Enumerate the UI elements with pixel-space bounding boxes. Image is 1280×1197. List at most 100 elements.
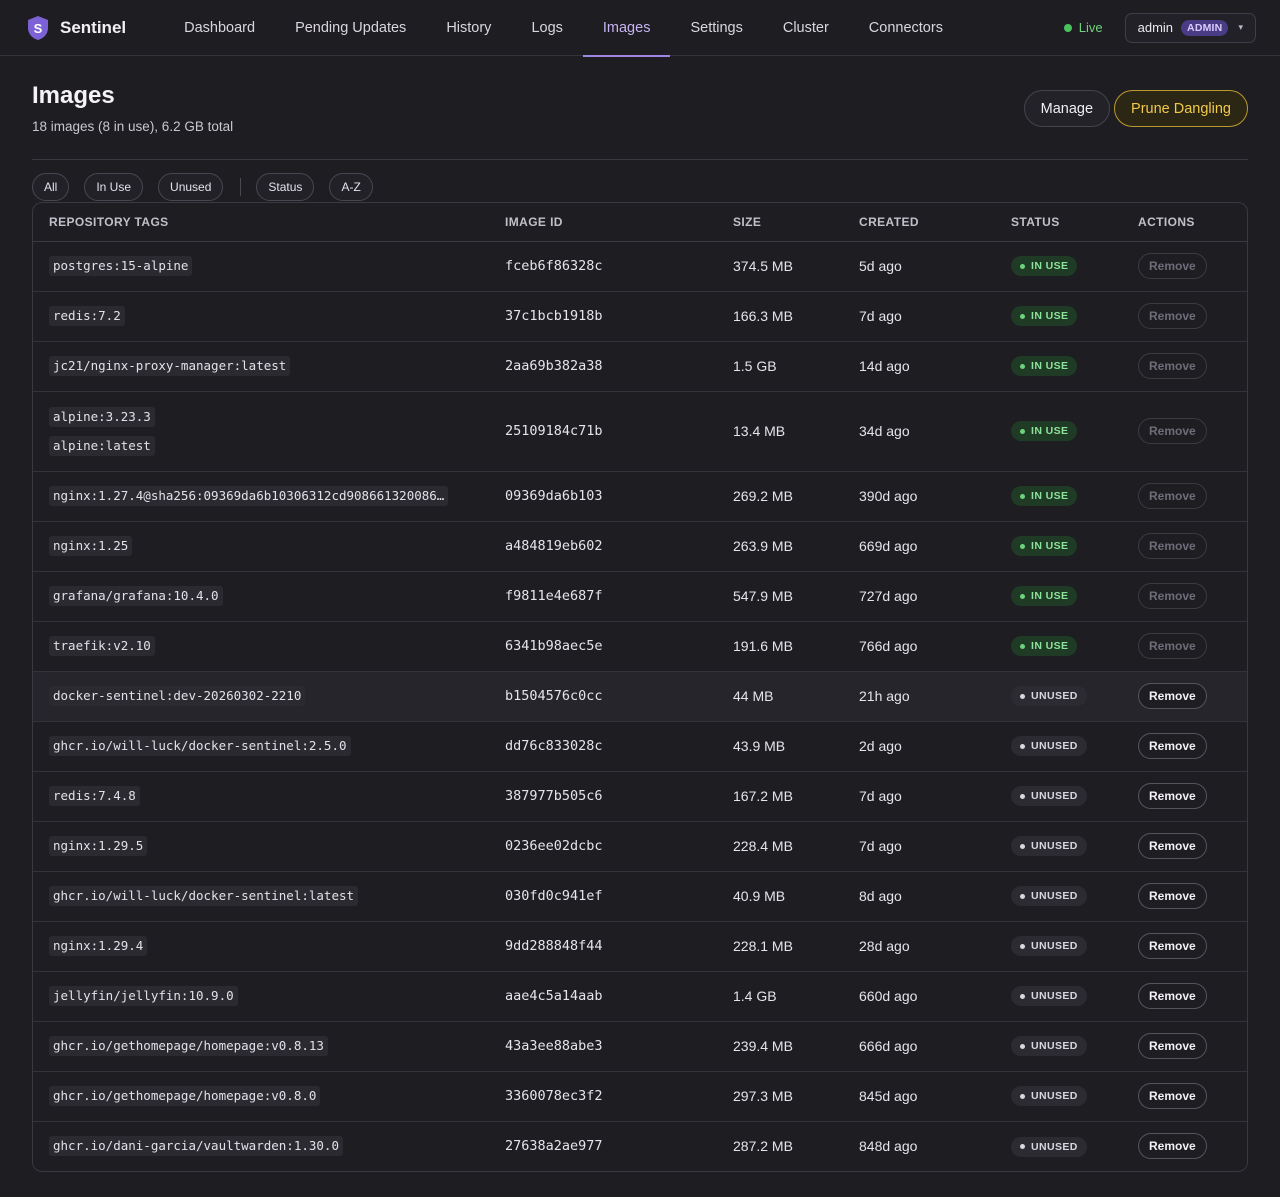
remove-button: Remove [1138,303,1207,329]
image-id-cell: fceb6f86328c [489,241,717,292]
nav-dashboard[interactable]: Dashboard [184,19,256,36]
remove-button[interactable]: Remove [1138,783,1207,809]
status-dot-icon [1020,943,1025,949]
nav-pending-updates[interactable]: Pending Updates [295,19,407,36]
created-cell: 2d ago [843,721,995,772]
image-tag: nginx:1.27.4@sha256:09369da6b10306312cd9… [49,486,449,506]
remove-button: Remove [1138,533,1207,559]
user-name: admin [1137,20,1174,35]
image-id-cell: 387977b505c6 [489,771,717,822]
image-tag: alpine:3.23.3 [49,406,155,427]
status-dot-icon [1020,643,1025,649]
status-dot-icon [1020,743,1025,749]
status-label: IN USE [1031,640,1069,653]
image-tag: alpine:latest [49,435,155,456]
status-cell: IN USE [995,291,1122,342]
table-row: jc21/nginx-proxy-manager:latest 2aa69b382… [33,341,1247,392]
actions-cell: Remove [1122,921,1247,972]
remove-button[interactable]: Remove [1138,1083,1207,1109]
sentinel-shield-logo-icon: S [28,15,48,40]
image-tag: grafana/grafana:10.4.0 [49,586,223,606]
main-nav: Dashboard Pending Updates History Logs I… [164,0,963,57]
table-row: ghcr.io/will-luck/docker-sentinel:2.5.0 d… [33,721,1247,772]
status-label: IN USE [1031,590,1069,603]
created-cell: 766d ago [843,621,995,672]
sort-status[interactable]: Status [256,173,315,201]
table-row: redis:7.4.8 387977b505c6 167.2 MB 7d ago UNU… [33,771,1247,822]
status-cell: UNUSED [995,821,1122,872]
status-badge: IN USE [1011,486,1078,507]
status-label: UNUSED [1031,940,1078,953]
page-header: Images 18 images (8 in use), 6.2 GB tota… [32,56,1248,160]
status-dot-icon [1020,793,1025,799]
user-menu-button[interactable]: admin ADMIN ▾ [1124,12,1256,43]
nav-logs[interactable]: Logs [531,19,563,36]
repository-tags-cell: alpine:3.23.3 alpine:latest [33,391,489,472]
image-id-cell: 25109184c71b [489,391,717,472]
table-row: ghcr.io/gethomepage/homepage:v0.8.0 33600… [33,1071,1247,1122]
main-content: Images 18 images (8 in use), 6.2 GB tota… [0,56,1280,1172]
remove-button[interactable]: Remove [1138,733,1207,759]
remove-button[interactable]: Remove [1138,983,1207,1009]
repository-tags-cell: traefik:v2.10 [33,621,489,672]
actions-cell: Remove [1122,571,1247,622]
created-cell: 845d ago [843,1071,995,1122]
repository-tags-cell: grafana/grafana:10.4.0 [33,571,489,622]
status-cell: UNUSED [995,1021,1122,1072]
status-label: UNUSED [1031,890,1078,903]
nav-history[interactable]: History [446,19,492,36]
created-cell: 34d ago [843,391,995,472]
status-badge: UNUSED [1011,936,1087,957]
actions-cell: Remove [1122,671,1247,722]
nav-connectors[interactable]: Connectors [868,19,943,36]
status-badge: IN USE [1011,636,1078,657]
filter-all[interactable]: All [32,173,70,201]
actions-cell: Remove [1122,871,1247,922]
remove-button[interactable]: Remove [1138,1133,1207,1160]
status-label: UNUSED [1031,740,1078,753]
images-table: REPOSITORY TAGS IMAGE ID SIZE CREATED ST… [32,202,1248,1172]
remove-button: Remove [1138,483,1207,509]
live-label: Live [1078,20,1103,35]
table-row: nginx:1.27.4@sha256:09369da6b10306312cd9… [33,471,1247,522]
size-cell: 167.2 MB [717,771,843,822]
sort-a-z[interactable]: A-Z [329,173,373,201]
remove-button: Remove [1138,418,1207,444]
prune-dangling-button[interactable]: Prune Dangling [1114,90,1248,127]
status-label: UNUSED [1031,790,1078,803]
filter-in-use[interactable]: In Use [84,173,144,201]
remove-button[interactable]: Remove [1138,1033,1207,1059]
table-row: nginx:1.25 a484819eb602 263.9 MB 669d ago IN… [33,521,1247,572]
nav-images[interactable]: Images [582,0,671,57]
image-tag: redis:7.2 [49,306,125,326]
status-badge: UNUSED [1011,686,1087,707]
nav-settings[interactable]: Settings [690,19,743,36]
column-header-repository-tags: REPOSITORY TAGS [33,203,489,242]
repository-tags-cell: redis:7.2 [33,291,489,342]
brand[interactable]: S Sentinel [26,15,126,41]
image-id-cell: 09369da6b103 [489,471,717,522]
column-header-image-id: IMAGE ID [489,203,717,242]
remove-button[interactable]: Remove [1138,933,1207,959]
filter-unused[interactable]: Unused [158,173,224,201]
status-badge: IN USE [1011,586,1078,607]
repository-tags-cell: nginx:1.29.5 [33,821,489,872]
remove-button[interactable]: Remove [1138,883,1207,909]
status-dot-icon [1020,993,1025,999]
image-id-cell: f9811e4e687f [489,571,717,622]
created-cell: 848d ago [859,1138,918,1155]
status-cell: UNUSED [995,671,1122,722]
table-row: jellyfin/jellyfin:10.9.0 aae4c5a14aab 1.4 … [33,971,1247,1022]
manage-button[interactable]: Manage [1023,90,1111,127]
app-name: Sentinel [60,17,127,37]
remove-button: Remove [1138,253,1207,279]
nav-cluster[interactable]: Cluster [782,19,829,36]
repository-tags-cell: jellyfin/jellyfin:10.9.0 [33,971,489,1022]
remove-button[interactable]: Remove [1138,833,1207,859]
remove-button[interactable]: Remove [1138,683,1207,709]
svg-text:S: S [34,21,43,36]
status-badge: UNUSED [1011,786,1087,807]
size-cell: 228.1 MB [717,921,843,972]
actions-cell: Remove [1122,971,1247,1022]
status-cell: UNUSED [995,1071,1122,1122]
